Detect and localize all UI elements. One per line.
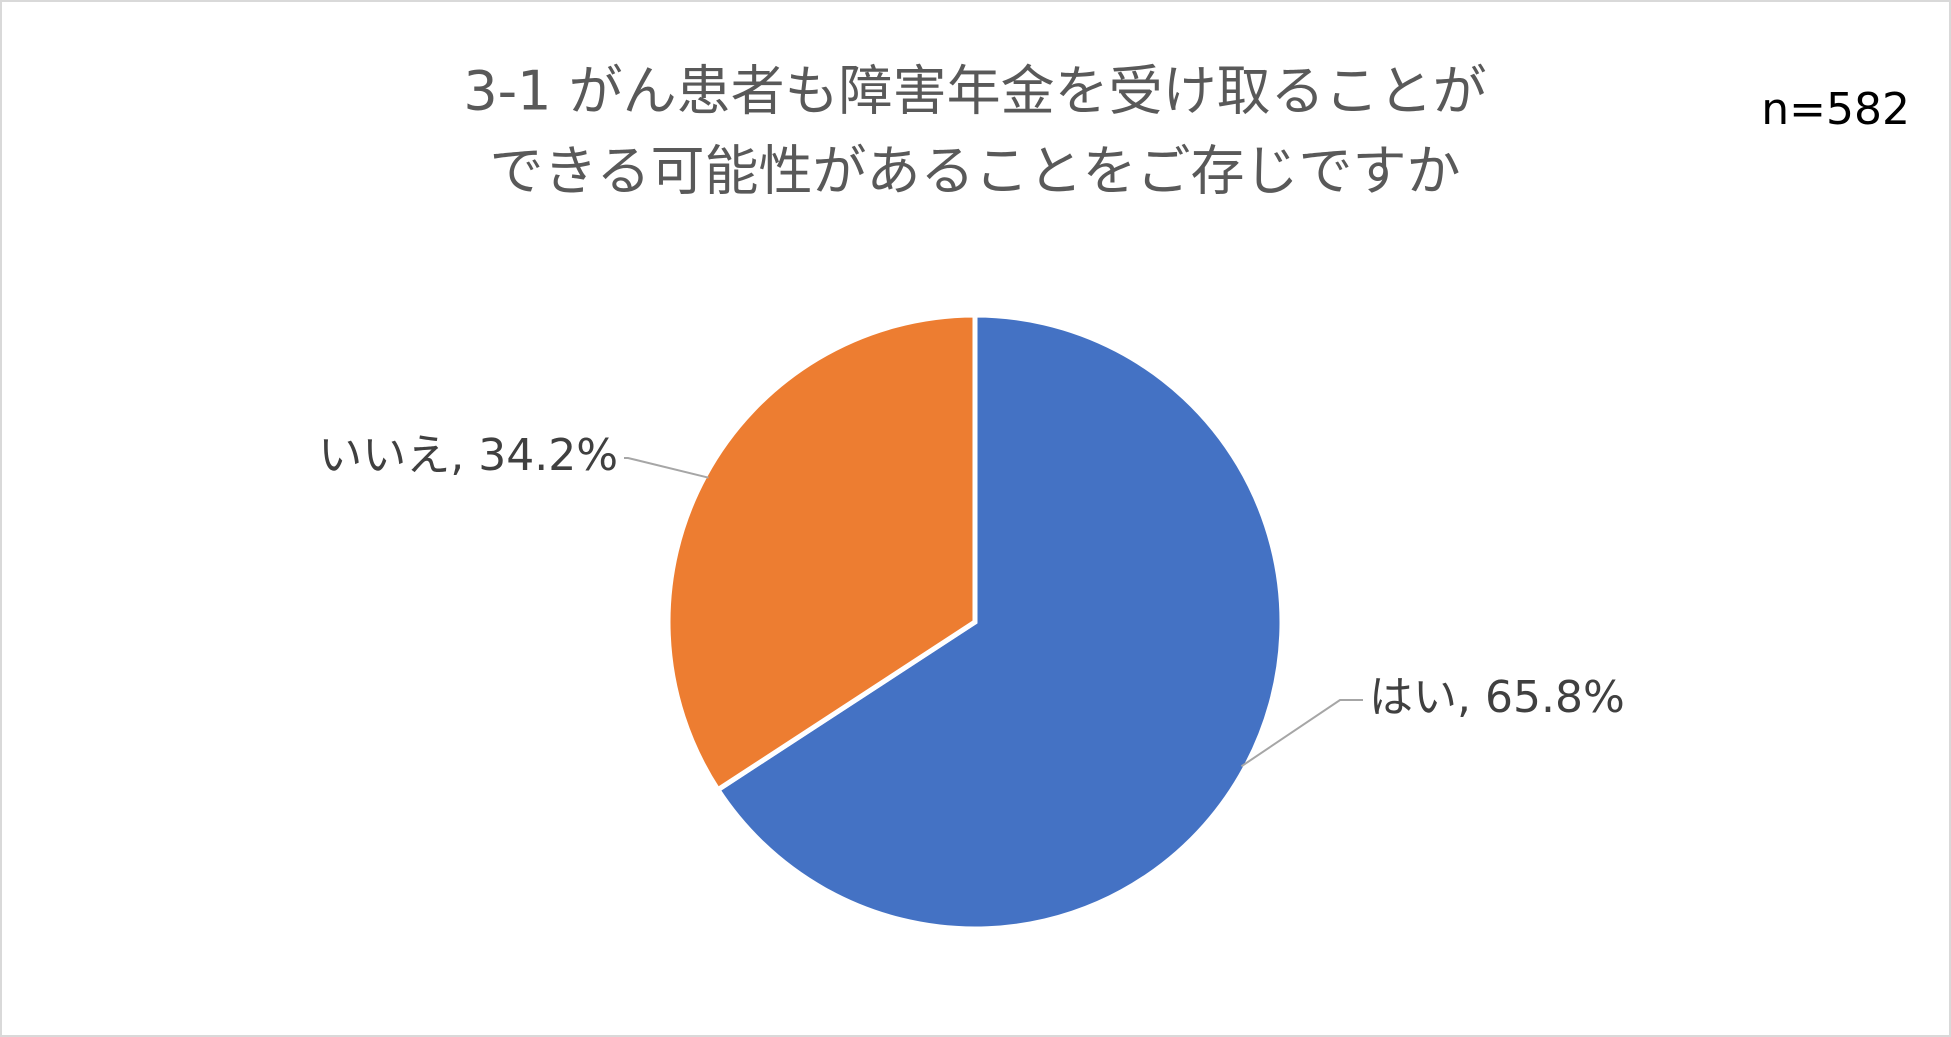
pie-slice — [714, 312, 1285, 932]
leader-line — [624, 457, 709, 479]
pie-slice — [665, 312, 978, 794]
sample-size: n=582 — [1761, 84, 1910, 135]
data-label: はい, 65.8% — [1369, 672, 1625, 723]
data-label: いいえ, 34.2% — [318, 430, 618, 481]
chart-title: できる可能性があることをご存じですか — [490, 140, 1461, 203]
leader-line — [1240, 699, 1363, 768]
chart-title: 3-1 がん患者も障害年金を受け取ることが — [463, 60, 1486, 123]
